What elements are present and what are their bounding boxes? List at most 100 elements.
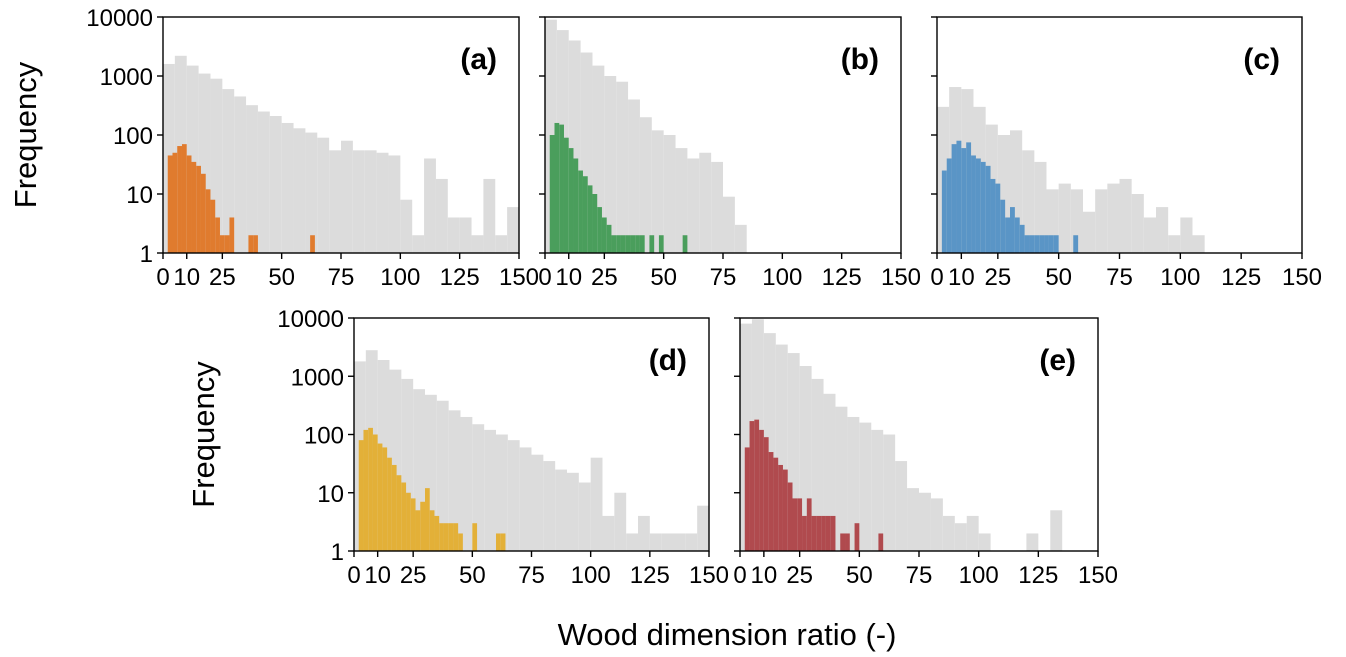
- subset-bar: [181, 144, 187, 253]
- subset-bar: [358, 440, 364, 551]
- background-bar: [234, 96, 247, 253]
- y-tick-label: 10000: [277, 306, 344, 333]
- subset-bar: [443, 523, 449, 551]
- x-tick-label: 100: [762, 264, 802, 291]
- x-tick-label: 75: [328, 264, 355, 291]
- x-tick-label: 100: [571, 562, 611, 589]
- background-bar: [614, 492, 627, 551]
- chart-panel: 0 10 25 50 75 100 125 150110100100010000Frequen…: [8, 5, 539, 291]
- subset-bar: [606, 224, 612, 253]
- background-bar: [919, 492, 931, 551]
- background-bar: [685, 533, 698, 551]
- y-tick-label: 10: [317, 481, 344, 508]
- y-axis-title: Frequency: [186, 361, 221, 508]
- x-tick-label: 150: [499, 264, 539, 291]
- subset-bar: [956, 140, 962, 253]
- background-bar: [401, 378, 414, 551]
- x-tick-label: 10: [751, 562, 778, 589]
- background-bar: [604, 76, 617, 253]
- subset-bar: [635, 235, 640, 253]
- subset-bar: [1000, 199, 1006, 253]
- background-bar: [711, 161, 723, 253]
- background-bar: [723, 196, 735, 253]
- background-bar: [246, 105, 258, 253]
- subset-bar: [1039, 235, 1045, 253]
- subset-bar: [458, 533, 463, 551]
- background-bar: [412, 235, 425, 253]
- background-bar: [1168, 235, 1181, 253]
- subset-bar: [496, 533, 501, 551]
- x-tick-label: 25: [400, 562, 427, 589]
- subset-bar: [975, 158, 981, 253]
- background-bar: [1083, 211, 1096, 253]
- background-bar: [847, 416, 860, 551]
- subset-bar: [425, 488, 430, 551]
- background-bar: [1034, 161, 1047, 253]
- background-bar: [436, 400, 449, 551]
- subset-bar: [387, 457, 392, 551]
- subset-bar: [961, 148, 967, 253]
- x-tick-label: 100: [380, 264, 420, 291]
- background-bar: [954, 523, 967, 551]
- x-tick-label: 100: [959, 562, 999, 589]
- subset-bar: [500, 533, 506, 551]
- background-bar: [519, 447, 532, 551]
- background-bar: [472, 424, 485, 551]
- subset-bar: [797, 498, 803, 551]
- background-bar: [400, 199, 413, 253]
- x-tick-label: 0: [347, 562, 360, 589]
- background-bar: [495, 235, 508, 253]
- background-bar: [317, 137, 330, 253]
- chart-panel: 0 10 25 50 75 100 125 150 (c): [930, 16, 1322, 291]
- y-tick-label: 10000: [86, 5, 153, 32]
- background-bar: [496, 434, 508, 551]
- subset-bar: [1029, 235, 1035, 253]
- subset-bar: [448, 523, 454, 551]
- subset-bar: [995, 183, 1001, 253]
- subset-bar: [990, 178, 996, 253]
- background-bar: [835, 406, 848, 551]
- subset-bar: [592, 194, 598, 253]
- background-bar: [1026, 533, 1039, 551]
- subset-bar: [1073, 235, 1079, 253]
- background-bar: [198, 73, 211, 253]
- x-tick-label: 150: [1078, 562, 1118, 589]
- subset-bar: [568, 148, 574, 253]
- subset-bar: [377, 443, 383, 551]
- subset-bar: [372, 434, 378, 551]
- background-bar: [687, 158, 700, 253]
- background-bar: [471, 235, 484, 253]
- x-tick-label: 75: [906, 562, 933, 589]
- background-bar: [531, 454, 544, 551]
- chart-panels: 0 10 25 50 75 100 125 150110100100010000Frequen…: [8, 5, 1322, 589]
- x-tick-label: 25: [984, 264, 1011, 291]
- subset-bar: [396, 475, 402, 551]
- y-tick-label: 1: [331, 539, 344, 566]
- subset-bar: [1005, 217, 1010, 253]
- x-tick-label: 0: [156, 264, 169, 291]
- background-bar: [210, 78, 223, 253]
- subset-bar: [1048, 235, 1054, 253]
- subset-bar: [744, 447, 750, 551]
- background-bar: [1050, 510, 1063, 551]
- subset-bar: [196, 165, 201, 253]
- subset-bar: [434, 515, 440, 551]
- background-bar: [1107, 183, 1120, 253]
- subset-bar: [587, 185, 593, 253]
- background-bar: [1119, 178, 1132, 253]
- subset-bar: [878, 533, 884, 551]
- subset-bar: [559, 124, 564, 253]
- background-bar: [364, 150, 377, 253]
- x-axis-title: Wood dimension ratio (-): [558, 617, 897, 652]
- background-bar: [675, 148, 688, 253]
- background-bar: [424, 158, 436, 253]
- background-bar: [293, 128, 306, 253]
- subset-bar: [966, 142, 972, 253]
- subset-bar: [224, 235, 230, 253]
- background-bar: [626, 533, 638, 551]
- y-axis-title: Frequency: [8, 61, 43, 208]
- background-bar: [616, 81, 629, 254]
- subset-bar: [821, 515, 826, 551]
- background-bar: [388, 155, 401, 253]
- background-bar: [734, 224, 747, 253]
